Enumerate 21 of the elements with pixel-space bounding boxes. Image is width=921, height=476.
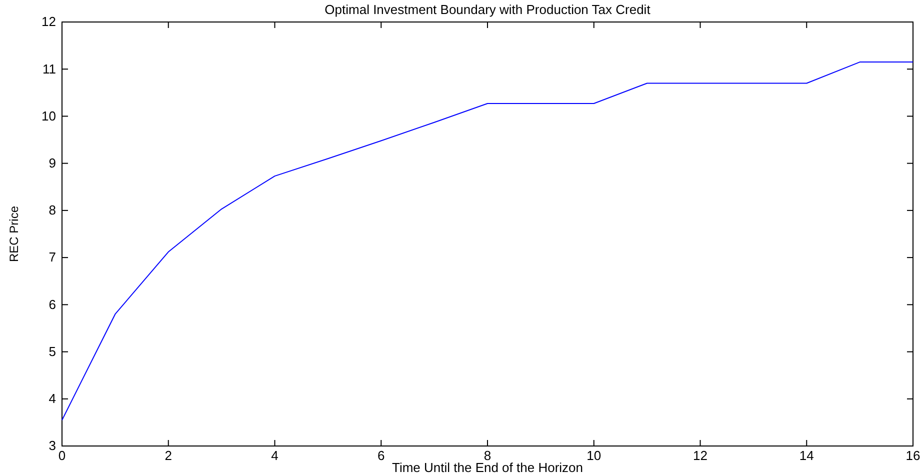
x-tick-label: 16 (906, 448, 920, 464)
y-tick-label: 12 (42, 14, 56, 30)
y-tick-label: 3 (48, 438, 56, 454)
x-tick-label: 14 (799, 448, 814, 464)
chart-title: Optimal Investment Boundary with Production Tax Credit (324, 2, 651, 17)
y-tick-label: 7 (48, 250, 56, 265)
x-tick-label: 4 (271, 448, 278, 464)
x-tick-label: 6 (378, 448, 385, 464)
y-tick-label: 9 (48, 155, 56, 170)
y-tick-label: 5 (48, 344, 56, 359)
y-tick-label: 8 (48, 202, 56, 218)
x-tick-label: 2 (164, 448, 172, 464)
y-axis-title: REC Price (7, 206, 21, 262)
x-tick-label: 10 (586, 448, 602, 464)
y-tick-label: 11 (42, 61, 56, 76)
y-tick-label: 4 (48, 391, 56, 406)
x-tick-label: 12 (693, 448, 708, 464)
y-tick-label: 10 (42, 108, 56, 124)
x-tick-label: 0 (58, 448, 66, 464)
y-tick-label: 6 (48, 296, 56, 312)
line-series (62, 62, 914, 421)
